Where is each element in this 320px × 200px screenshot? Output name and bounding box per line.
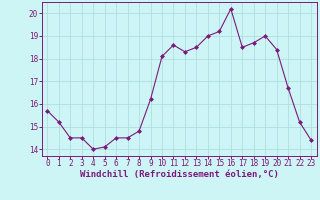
X-axis label: Windchill (Refroidissement éolien,°C): Windchill (Refroidissement éolien,°C) — [80, 170, 279, 179]
